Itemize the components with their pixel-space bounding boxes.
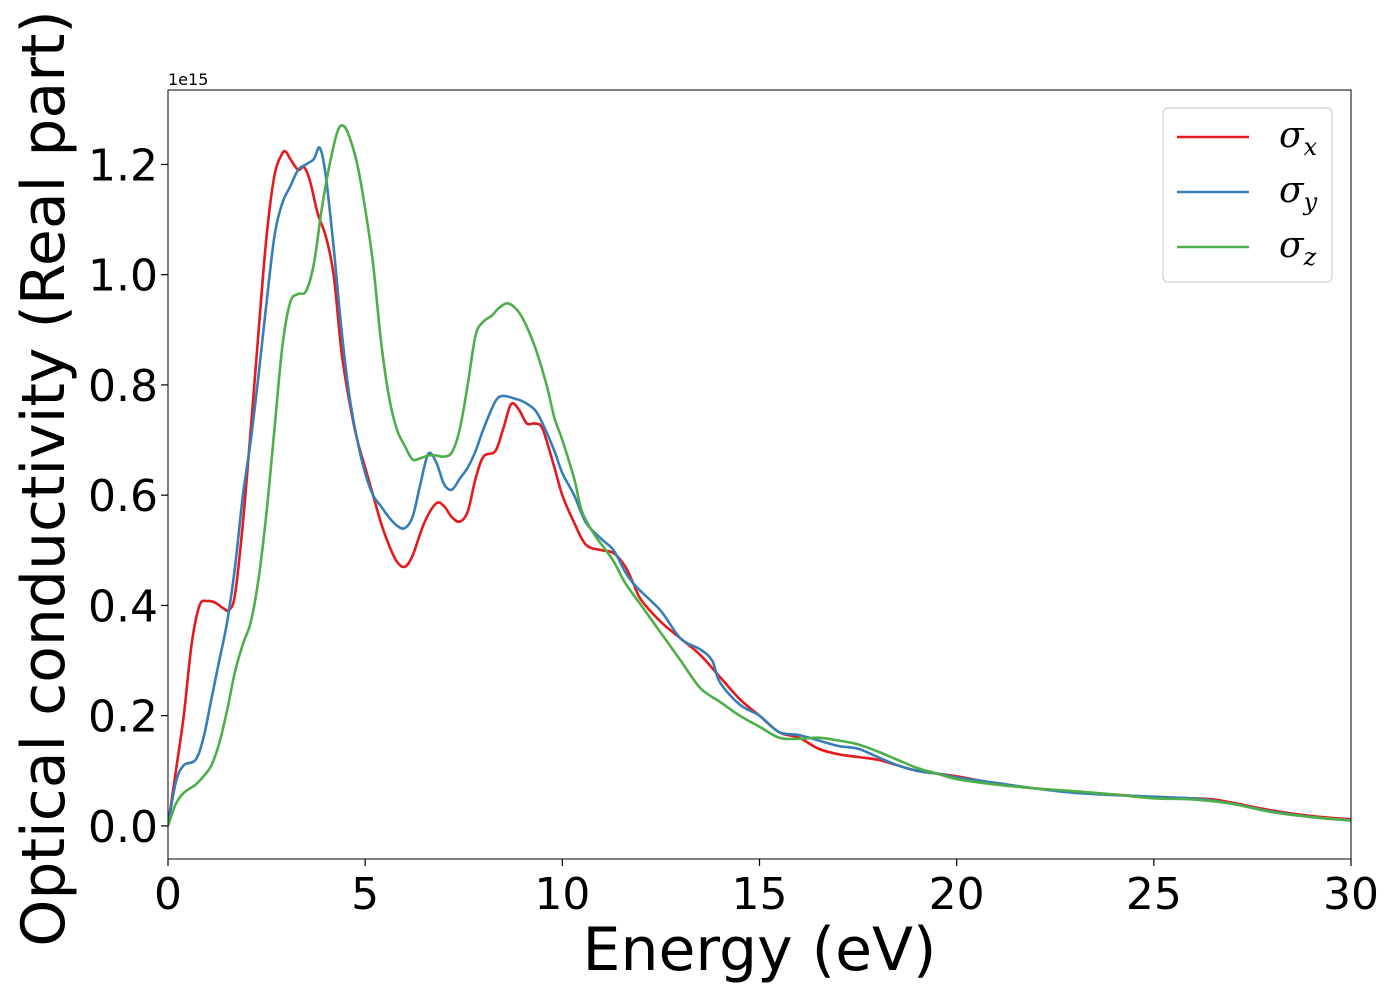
series-layer xyxy=(168,124,1351,827)
x-tick-label: 25 xyxy=(1126,869,1182,920)
y-tick-label: 1.0 xyxy=(88,251,158,302)
y-tick-label: 0.0 xyxy=(88,802,158,853)
x-axis-ticks: 0 5 10 15 20 25 30 xyxy=(154,859,1379,920)
y-axis-label: Optical conductivity (Real part) xyxy=(9,10,79,947)
x-tick-label: 0 xyxy=(154,869,182,920)
x-tick-label: 10 xyxy=(534,869,590,920)
y-axis-offset-text: 1e15 xyxy=(168,70,208,89)
y-tick-label: 1.2 xyxy=(88,140,158,191)
x-tick-label: 15 xyxy=(732,869,788,920)
x-tick-label: 20 xyxy=(929,869,985,920)
y-tick-label: 0.6 xyxy=(88,471,158,522)
legend-label-sigma-z: σz xyxy=(1279,225,1317,271)
series-line-sigma-y xyxy=(168,146,1351,827)
y-tick-label: 0.2 xyxy=(88,692,158,743)
x-tick-label: 30 xyxy=(1323,869,1379,920)
legend-label-sigma-y: σy xyxy=(1279,170,1318,216)
series-line-sigma-z xyxy=(168,124,1351,827)
y-tick-label: 0.8 xyxy=(88,361,158,412)
legend-label-sigma-x: σx xyxy=(1279,115,1318,161)
legend-box xyxy=(1162,107,1333,283)
x-tick-label: 5 xyxy=(351,869,379,920)
y-tick-label: 0.4 xyxy=(88,581,158,632)
series-line-sigma-x xyxy=(168,149,1351,827)
x-axis-label: Energy (eV) xyxy=(583,915,937,985)
legend: σx σy σz xyxy=(1162,107,1333,283)
y-axis-ticks: 0.0 0.2 0.4 0.6 0.8 1.0 1.2 xyxy=(88,140,168,853)
